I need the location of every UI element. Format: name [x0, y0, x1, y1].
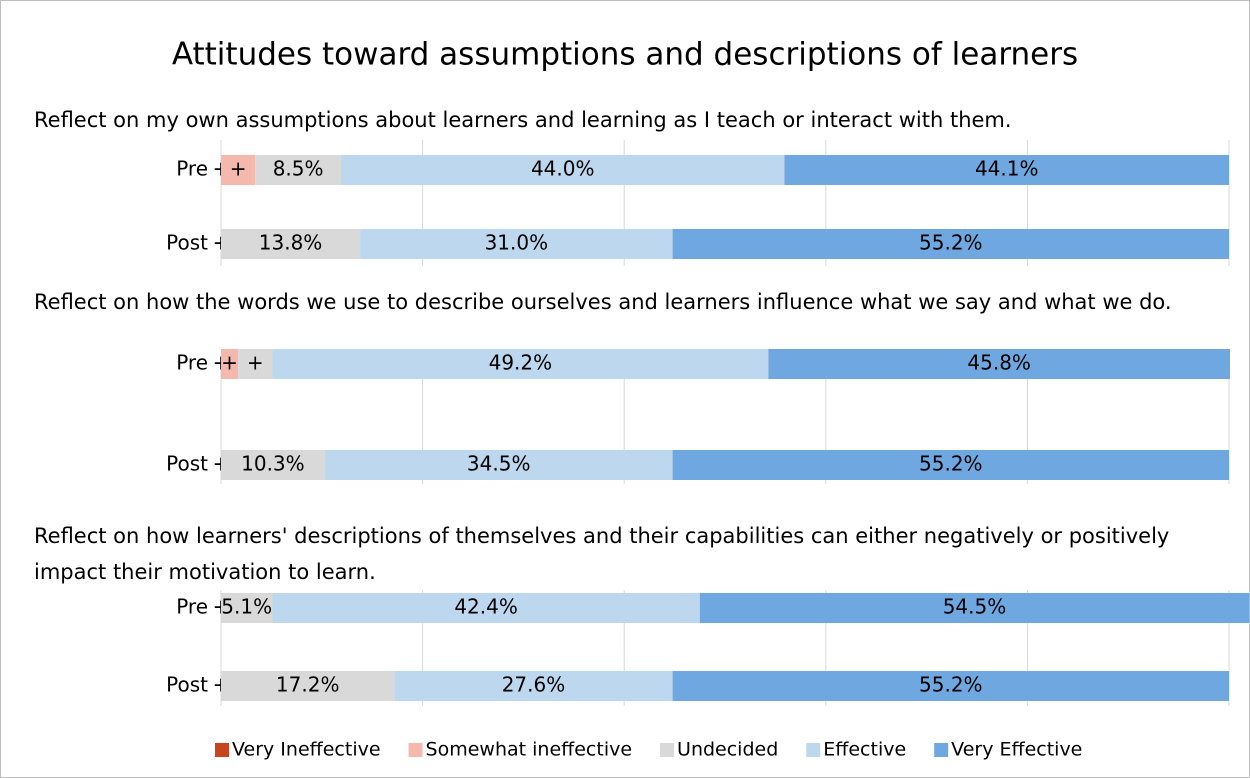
data-label: 44.0%	[531, 157, 595, 181]
chart-title: Attitudes toward assumptions and descrip…	[172, 37, 1078, 73]
legend-label: Very Effective	[951, 739, 1082, 761]
bar-segment	[221, 593, 273, 623]
data-label: 34.5%	[467, 452, 531, 476]
bar-segment	[784, 155, 1229, 185]
bar-segment	[221, 229, 361, 259]
bar-segment	[272, 349, 769, 379]
data-label: 45.8%	[967, 351, 1031, 375]
bar-segment	[394, 671, 673, 701]
data-label: 10.3%	[241, 452, 305, 476]
y-tick-label: Post	[166, 452, 208, 476]
data-label: 44.1%	[975, 157, 1039, 181]
bar-segment	[238, 349, 273, 379]
legend-swatch	[806, 743, 821, 757]
bar-segment	[768, 349, 1231, 379]
bar-segment	[272, 593, 700, 623]
bar-segment	[221, 450, 325, 480]
bar-segment	[340, 155, 785, 185]
bar-segment	[221, 155, 256, 185]
y-tick-label: Pre	[176, 351, 208, 375]
legend-swatch	[660, 743, 675, 757]
data-label: 17.2%	[276, 673, 340, 697]
data-label: 55.2%	[919, 452, 983, 476]
legend-label: Very Ineffective	[232, 739, 381, 761]
data-label: +	[247, 351, 264, 375]
bar-segment	[672, 671, 1229, 701]
data-label: 55.2%	[919, 673, 983, 697]
y-tick-label: Pre	[176, 157, 208, 181]
data-label: +	[230, 157, 247, 181]
data-label: 49.2%	[489, 351, 553, 375]
bar-segment	[699, 593, 1250, 623]
bar-segment	[672, 229, 1229, 259]
bar-segment	[221, 349, 239, 379]
bar-segment	[672, 450, 1229, 480]
data-label: +	[221, 351, 238, 375]
y-tick-label: Post	[166, 673, 208, 697]
data-label: 5.1%	[221, 595, 272, 619]
data-label: 42.4%	[454, 595, 518, 619]
legend-label: Undecided	[677, 739, 778, 761]
data-label: 13.8%	[259, 231, 323, 255]
legend-swatch	[934, 743, 949, 757]
bar-segment	[255, 155, 341, 185]
bar-segment	[360, 229, 673, 259]
legend-swatch	[408, 743, 423, 757]
panel-subtitle: Reflect on how learners' descriptions of…	[34, 524, 1170, 584]
legend-label: Somewhat ineffective	[426, 739, 633, 761]
data-label: 8.5%	[273, 157, 324, 181]
panel-subtitle: Reflect on my own assumptions about lear…	[34, 108, 1012, 132]
panel-subtitle: Reflect on how the words we use to descr…	[34, 290, 1172, 314]
bar-segment	[221, 671, 395, 701]
data-label: 54.5%	[943, 595, 1007, 619]
data-label: 27.6%	[502, 673, 566, 697]
y-tick-label: Post	[166, 231, 208, 255]
data-label: 31.0%	[485, 231, 549, 255]
y-tick-label: Pre	[176, 595, 208, 619]
legend-swatch	[215, 743, 229, 757]
data-label: 55.2%	[919, 231, 983, 255]
legend-label: Effective	[823, 739, 906, 761]
bar-segment	[324, 450, 673, 480]
